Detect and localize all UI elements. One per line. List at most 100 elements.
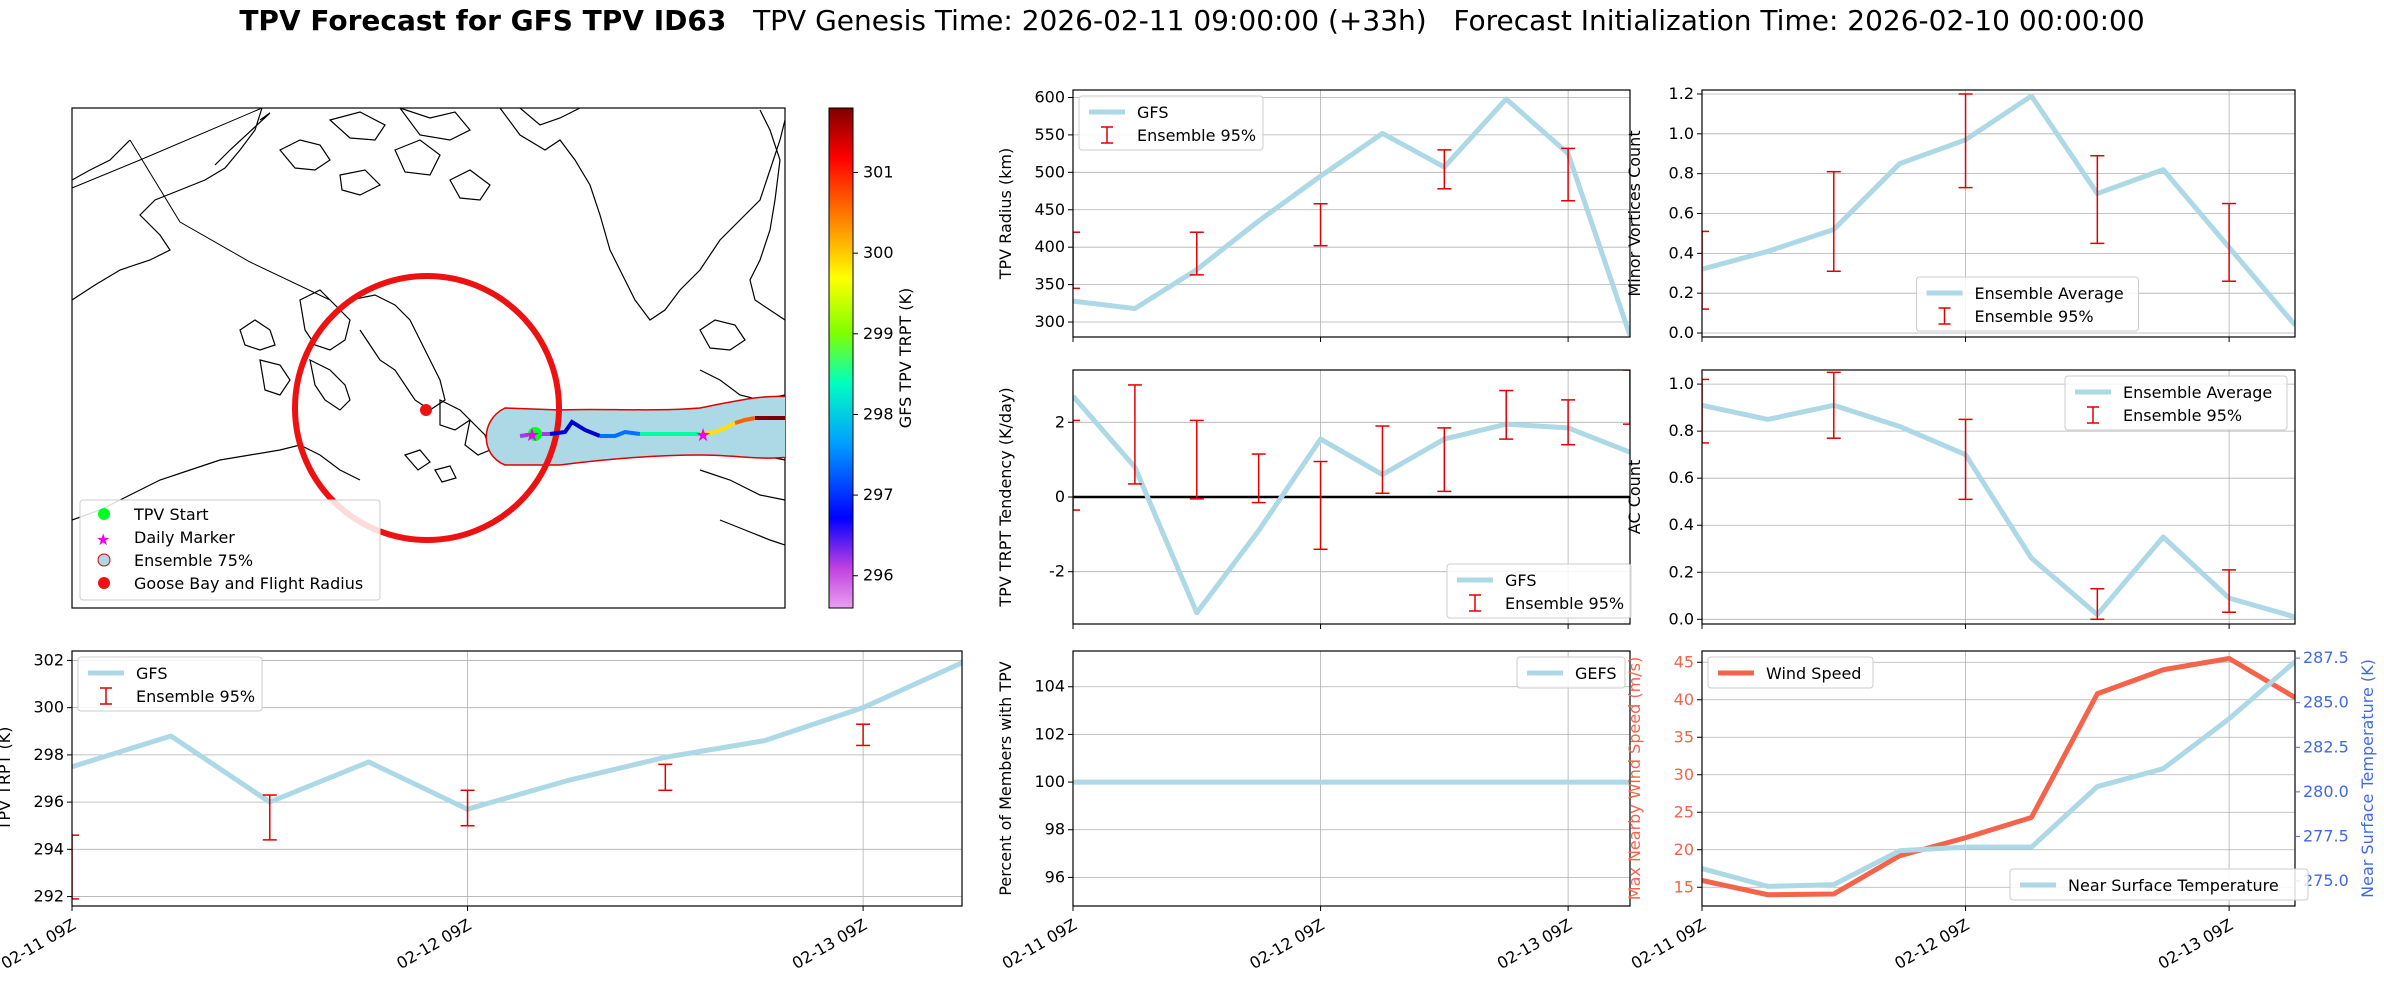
y-tick-label: 600 bbox=[1034, 87, 1065, 106]
y-tick-label: 104 bbox=[1034, 677, 1065, 696]
figure-title-genesis: TPV Genesis Time: 2026-02-11 09:00:00 (+… bbox=[753, 4, 1427, 37]
y-tick-label: 300 bbox=[1034, 312, 1065, 331]
y2-axis-label: Near Surface Temperature (K) bbox=[2358, 659, 2377, 898]
y-tick-label: 96 bbox=[1045, 867, 1065, 886]
chart-radius: 300 350 400 450 500 550 600 TPV Radius (km) GFS E… bbox=[996, 87, 1631, 342]
legend-label: GEFS bbox=[1575, 664, 1617, 683]
legend-label: GFS bbox=[1505, 571, 1536, 590]
y-tick-label: 292 bbox=[33, 887, 64, 906]
chart-minor_vortices: 0.0 0.2 0.4 0.6 0.8 1.0 1.2 Minor Vortices Coun… bbox=[1625, 84, 2296, 342]
daily-marker-star: ★ bbox=[695, 425, 711, 446]
legend-label: Wind Speed bbox=[1766, 664, 1861, 683]
y-tick-label: 300 bbox=[33, 698, 64, 717]
plot-marks bbox=[1702, 656, 2295, 898]
chart-trpt: 292 294 296 298 300 302 02-11 09Z 02-12 09Z 02-1… bbox=[0, 650, 963, 973]
tpv-track bbox=[519, 416, 785, 438]
legend-label-ensemble-75: Ensemble 75% bbox=[134, 551, 253, 570]
legend-label-goose-bay: Goose Bay and Flight Radius bbox=[134, 574, 363, 593]
series-line bbox=[72, 660, 962, 812]
y-tick-label: -2 bbox=[1049, 562, 1065, 581]
colorbar-tick-label: 296 bbox=[863, 566, 894, 585]
legend-label: Ensemble 95% bbox=[1505, 594, 1624, 613]
y-tick-label: 35 bbox=[1674, 727, 1694, 746]
goose-bay-marker bbox=[420, 404, 432, 416]
legend-box bbox=[2009, 868, 2309, 901]
legend: GFS Ensemble 95% bbox=[77, 656, 263, 712]
legend-label: Ensemble 95% bbox=[2123, 406, 2242, 425]
legend-label: Ensemble Average bbox=[1975, 284, 2124, 303]
chart-percent_members: 96 98 100 102 104 02-11 09Z 02-12 09Z 02-13 09Z… bbox=[996, 650, 1631, 973]
legend-label: GFS bbox=[136, 664, 167, 683]
chart-tendency: -2 0 2 TPV TRPT Tendency (K/day) GFS Ensemble… bbox=[996, 369, 1632, 629]
great-circle-line-2 bbox=[129, 139, 331, 301]
legend: GFS Ensemble 95% bbox=[1446, 563, 1632, 619]
colorbar-tick-label: 298 bbox=[863, 404, 894, 423]
y-tick-label: 0.6 bbox=[1669, 204, 1694, 223]
colorbar-tick-label: 300 bbox=[863, 243, 894, 262]
legend: Near Surface Temperature bbox=[2009, 868, 2309, 901]
y-tick-label: 25 bbox=[1674, 802, 1694, 821]
y-tick-label: 0.8 bbox=[1669, 421, 1694, 440]
plot-area bbox=[1702, 651, 2295, 906]
plot-marks bbox=[1702, 371, 2295, 621]
plot-marks bbox=[1073, 370, 1630, 616]
y-tick-label: 20 bbox=[1674, 840, 1694, 859]
x-tick-label: 02-13 09Z bbox=[1494, 915, 1575, 973]
series-line bbox=[1073, 96, 1630, 337]
y-tick-label: 302 bbox=[33, 650, 64, 669]
plot-marks bbox=[1702, 93, 2295, 327]
y-tick-label: 500 bbox=[1034, 162, 1065, 181]
legend: Ensemble Average Ensemble 95% bbox=[2064, 375, 2288, 431]
x-tick-label: 02-11 09Z bbox=[1628, 915, 1709, 973]
colorbar-tick-label: 297 bbox=[863, 485, 894, 504]
x-tick-label: 02-11 09Z bbox=[0, 915, 79, 973]
legend-box bbox=[1707, 656, 1874, 689]
axes-frame bbox=[1072, 650, 1631, 907]
axes-frame bbox=[71, 650, 963, 907]
map-legend: TPV Start ★ Daily Marker Ensemble 75% Go… bbox=[79, 499, 381, 601]
x-tick-label: 02-13 09Z bbox=[2155, 915, 2236, 973]
legend-box bbox=[1916, 276, 2139, 332]
y-tick-label: 550 bbox=[1034, 125, 1065, 144]
axes-frame bbox=[1701, 650, 2296, 907]
y-tick-label: 0 bbox=[1055, 487, 1065, 506]
y-tick-label: 0.4 bbox=[1669, 243, 1694, 262]
series-line bbox=[1702, 402, 2295, 620]
figure-title: TPV Forecast for GFS TPV ID63 TPV Genesi… bbox=[0, 4, 2384, 37]
y-tick-label: 1.2 bbox=[1669, 84, 1694, 103]
legend-box bbox=[2064, 375, 2288, 431]
y-tick-label: 1.0 bbox=[1669, 124, 1694, 143]
x-tick-label: 02-12 09Z bbox=[393, 915, 474, 973]
series-line bbox=[1702, 656, 2295, 898]
y-tick-label: 30 bbox=[1674, 765, 1694, 784]
x-tick-label: 02-13 09Z bbox=[789, 915, 870, 973]
map-panel: ★ ★ TPV Start ★ Daily Marker Ensemble 75… bbox=[71, 107, 915, 609]
great-circle-line bbox=[71, 107, 263, 189]
y-tick-label: 2 bbox=[1055, 412, 1065, 431]
series-line bbox=[1702, 93, 2295, 327]
y-tick-label: 0.2 bbox=[1669, 283, 1694, 302]
plot-marks bbox=[1073, 96, 1630, 337]
flight-radius-circle bbox=[292, 273, 562, 543]
y-tick-label: 0.4 bbox=[1669, 515, 1694, 534]
legend-label: Ensemble Average bbox=[2123, 383, 2272, 402]
legend-label: Ensemble 95% bbox=[1975, 307, 2094, 326]
y-axis-label: TPV TRPT Tendency (K/day) bbox=[996, 387, 1015, 607]
figure-title-bold: TPV Forecast for GFS TPV ID63 bbox=[239, 4, 727, 37]
y-tick-label: 0.2 bbox=[1669, 562, 1694, 581]
chart-wind_temp: 15 20 25 30 35 40 45 02-11 09Z 02-12 09Z 02-13 09… bbox=[1625, 648, 2377, 973]
y-axis-label: TPV TRPT (K) bbox=[0, 727, 14, 832]
chart-ac_count: 0.0 0.2 0.4 0.6 0.8 1.0 AC Count Ensemble Avera… bbox=[1625, 369, 2296, 629]
y-axis-label: Percent of Members with TPV bbox=[996, 661, 1015, 895]
figure-title-init: Forecast Initialization Time: 2026-02-10… bbox=[1453, 4, 2145, 37]
x-tick-label: 02-12 09Z bbox=[1891, 915, 1972, 973]
y-tick-label: 100 bbox=[1034, 772, 1065, 791]
y-tick-label: 350 bbox=[1034, 275, 1065, 294]
plot-marks bbox=[72, 660, 962, 900]
y-tick-label: 296 bbox=[33, 792, 64, 811]
y-tick-label: 450 bbox=[1034, 200, 1065, 219]
svg-text:★: ★ bbox=[96, 530, 110, 549]
plot-area bbox=[1073, 651, 1630, 906]
y-tick-label: 0.0 bbox=[1669, 609, 1694, 628]
